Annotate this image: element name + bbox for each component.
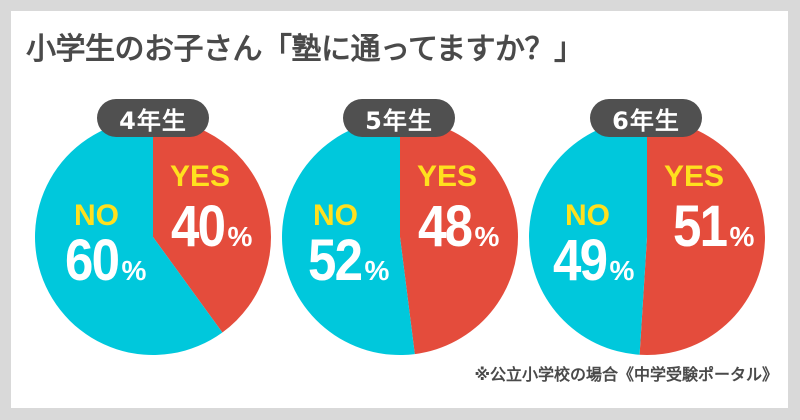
pie-slice-no <box>529 119 647 355</box>
no-value: 52 <box>308 228 363 293</box>
percent-sign: % <box>609 255 635 286</box>
pie-slice-yes <box>153 119 272 333</box>
yes-value: 51 <box>673 194 728 259</box>
percent-sign: % <box>729 221 755 252</box>
yes-percent: 40 % <box>171 198 252 256</box>
yes-label: YES <box>170 160 231 193</box>
pie-chart-grade-6 <box>529 119 766 356</box>
percent-sign: % <box>474 221 500 252</box>
pie-slice-yes <box>400 119 519 355</box>
percent-sign: % <box>121 255 147 286</box>
pie-slice-no <box>282 118 415 355</box>
no-value: 49 <box>553 228 608 293</box>
yes-label: YES <box>417 160 478 193</box>
grade-badge: 6年生 <box>590 99 702 137</box>
pie-chart-grade-5 <box>282 118 519 355</box>
grade-badge: 4年生 <box>97 99 209 137</box>
grade-badge: 5年生 <box>343 99 455 137</box>
percent-sign: % <box>227 221 253 252</box>
yes-percent: 51 % <box>673 198 754 256</box>
no-label: NO <box>74 199 119 232</box>
yes-value: 40 <box>171 194 226 259</box>
pie-slice-yes <box>639 119 766 356</box>
no-percent: 52 % <box>308 232 389 290</box>
no-value: 60 <box>65 228 120 293</box>
page-title: 小学生のお子さん「塾に通ってますか？」 <box>26 32 584 67</box>
yes-percent: 48 % <box>418 198 499 256</box>
pie-slice-no <box>35 119 223 355</box>
no-label: NO <box>565 199 610 232</box>
no-percent: 60 % <box>65 232 146 290</box>
no-percent: 49 % <box>553 232 634 290</box>
source-note: ※公立小学校の場合《中学受験ポータル》 <box>474 365 778 384</box>
yes-value: 48 <box>418 194 473 259</box>
no-label: NO <box>313 199 358 232</box>
pie-chart-grade-4 <box>35 119 272 355</box>
yes-label: YES <box>664 160 725 193</box>
percent-sign: % <box>364 255 390 286</box>
